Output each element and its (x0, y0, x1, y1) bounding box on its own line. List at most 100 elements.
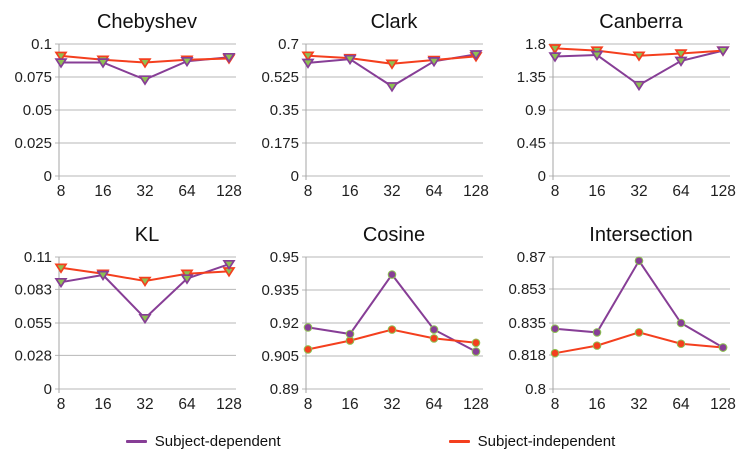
data-point (138, 313, 152, 325)
x-tick-label: 16 (94, 183, 111, 200)
data-point (96, 58, 110, 69)
chart-canvas: 0 0.028 0.055 0.083 0.11 KL 8 16 32 64 128 (14, 224, 241, 413)
data-point (54, 263, 68, 274)
chart-title: Intersection (589, 224, 692, 246)
data-point (138, 58, 152, 69)
legend-line-swatch-independent (448, 440, 470, 443)
x-tick-label: 32 (136, 396, 153, 413)
y-tick-label: 0.083 (14, 281, 52, 298)
data-point (550, 324, 560, 333)
data-point (180, 274, 194, 285)
y-tick-label: 1.35 (517, 69, 546, 86)
chart-canvas: 0.8 0.818 0.835 0.853 0.87 Intersection 8 16 32 6… (508, 224, 736, 413)
chart-cosine: 0.89 0.905 0.92 0.935 0.95 Cosine 8 16 32 64 128 (247, 213, 494, 426)
data-point (471, 338, 481, 348)
x-tick-label: 16 (588, 183, 605, 200)
data-point (592, 328, 602, 337)
data-point (385, 82, 399, 93)
y-tick-label: 0.075 (14, 69, 52, 86)
x-tick-label: 64 (178, 183, 196, 200)
data-point (385, 59, 399, 70)
x-tick-label: 32 (630, 396, 647, 413)
x-tick-label: 16 (588, 396, 605, 413)
chart-canvas: 0 0.45 0.9 1.35 1.8 Canberra 8 16 32 64 128 (517, 11, 736, 200)
y-tick-label: 0.835 (508, 315, 546, 332)
data-point (716, 46, 730, 57)
x-tick-label: 8 (304, 396, 313, 413)
data-point (634, 256, 644, 266)
x-tick-label: 32 (383, 396, 400, 413)
data-point (387, 270, 397, 279)
x-tick-label: 8 (304, 183, 313, 200)
data-point (96, 270, 110, 281)
y-tick-label: 0 (538, 168, 546, 185)
y-tick-label: 0.935 (261, 282, 299, 299)
data-point (550, 348, 560, 358)
x-tick-label: 128 (216, 183, 242, 200)
data-point (343, 54, 357, 66)
y-tick-label: 0 (44, 168, 52, 185)
x-tick-label: 128 (710, 396, 736, 413)
y-tick-label: 0.92 (270, 315, 299, 332)
legend-label-independent: Subject-independent (477, 433, 616, 450)
legend-line-swatch-dependent (125, 440, 147, 443)
data-point (469, 50, 483, 61)
y-tick-label: 0.025 (14, 135, 52, 152)
y-tick-label: 0.853 (508, 281, 546, 298)
data-point (427, 57, 441, 68)
y-tick-label: 0 (44, 381, 52, 398)
data-point (54, 58, 68, 69)
y-tick-label: 0.11 (24, 249, 52, 266)
chart-title: Chebyshev (97, 11, 197, 33)
y-tick-label: 0 (291, 168, 299, 185)
data-point (590, 50, 604, 61)
y-tick-label: 0.8 (525, 381, 546, 398)
data-point (592, 341, 602, 350)
chart-title: KL (135, 224, 159, 246)
data-point (303, 345, 313, 354)
x-tick-label: 128 (463, 396, 489, 413)
x-tick-label: 8 (551, 396, 560, 413)
data-point (548, 44, 562, 55)
chart-title: Cosine (363, 224, 425, 246)
x-tick-label: 32 (630, 183, 647, 200)
chart-clark: 0 0.175 0.35 0.525 0.7 Clark 8 16 32 64 128 (247, 0, 494, 213)
data-point (54, 277, 68, 289)
chart-canberra: 0 0.45 0.9 1.35 1.8 Canberra 8 16 32 64 128 (494, 0, 741, 213)
x-tick-label: 64 (672, 183, 690, 200)
data-point (676, 339, 686, 349)
x-tick-label: 128 (463, 183, 489, 200)
data-point (471, 347, 481, 356)
y-tick-label: 0.9 (525, 102, 546, 119)
chart-canvas: 0.89 0.905 0.92 0.935 0.95 Cosine 8 16 32 64 128 (261, 224, 489, 413)
y-tick-label: 0.45 (517, 135, 546, 152)
x-tick-label: 16 (341, 183, 358, 200)
legend-label-dependent: Subject-dependent (154, 433, 281, 450)
x-tick-label: 8 (57, 396, 66, 413)
y-tick-label: 1.8 (525, 36, 546, 53)
x-tick-label: 32 (383, 183, 400, 200)
data-point (718, 343, 728, 352)
data-point (301, 51, 315, 62)
data-point (180, 56, 194, 68)
x-tick-label: 64 (178, 396, 196, 413)
data-point (345, 329, 355, 339)
data-point (222, 259, 236, 271)
data-point (676, 318, 686, 328)
x-tick-label: 64 (425, 396, 443, 413)
data-point (301, 58, 315, 69)
x-tick-label: 32 (136, 183, 153, 200)
data-point (138, 75, 152, 86)
data-point (54, 51, 68, 62)
data-point (632, 80, 646, 92)
y-tick-label: 0.35 (270, 102, 299, 119)
y-tick-label: 0.7 (278, 36, 299, 53)
y-tick-label: 0.028 (14, 347, 52, 364)
chart-kl: 0 0.028 0.055 0.083 0.11 KL 8 16 32 64 128 (0, 213, 247, 426)
chart-chebyshev: 0 0.025 0.05 0.075 0.1 Chebyshev 8 16 32 64 128 (0, 0, 247, 213)
x-tick-label: 16 (94, 396, 111, 413)
data-point (429, 334, 439, 343)
x-tick-label: 8 (57, 183, 66, 200)
data-point (429, 325, 439, 334)
